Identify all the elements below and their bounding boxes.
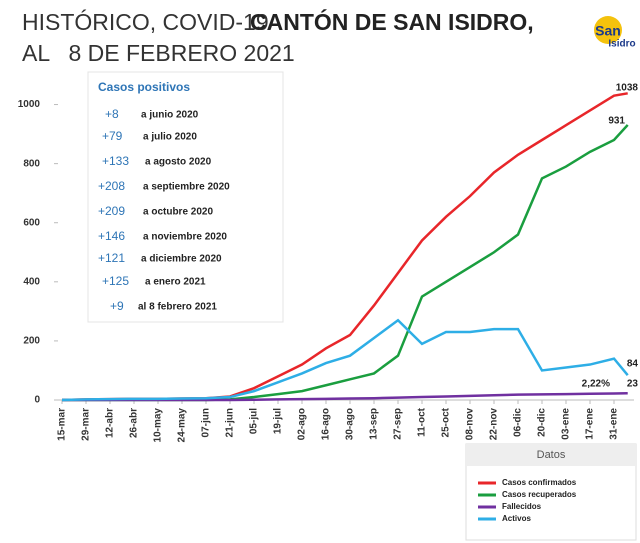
title: CANTÓN DE SAN ISIDRO, [250,8,534,35]
x-tick-label: 17-ene [585,408,596,440]
y-tick-label: 600 [23,217,40,228]
y-tick-label: 400 [23,276,40,287]
x-tick-label: 29-mar [81,408,92,441]
x-tick-label: 16-ago [321,408,332,440]
info-value: +79 [102,129,123,143]
info-label: al 8 febrero 2021 [138,302,217,313]
y-tick-label: 0 [34,395,40,406]
info-value: +133 [102,154,129,168]
x-tick-label: 07-jun [201,408,212,437]
info-label: a octubre 2020 [143,207,213,218]
title: AL 8 DE FEBRERO 2021 [22,40,295,66]
annotation: 23 [627,379,639,390]
x-tick-label: 06-dic [513,408,524,437]
info-label: a enero 2021 [145,277,206,288]
x-tick-label: 10-may [153,408,164,443]
annotation: 1038 [616,83,639,94]
y-tick-label: 800 [23,158,40,169]
logo-text: Isidro [608,39,635,50]
annotation: 84 [627,359,639,370]
series-line [61,318,629,402]
info-box [87,71,284,323]
info-label: a septiembre 2020 [143,182,230,193]
x-tick-label: 30-ago [345,408,356,440]
legend-title: Datos [537,449,566,461]
x-tick-label: 03-ene [561,408,572,440]
info-label: a diciembre 2020 [141,254,222,265]
info-value: +208 [98,179,125,193]
x-tick-label: 22-nov [489,408,500,441]
x-tick-label: 27-sep [393,408,404,440]
logo-text: San [595,23,621,39]
legend-label: Fallecidos [502,502,542,511]
legend-header [466,444,636,466]
legend-label: Activos [502,514,531,523]
x-tick-label: 13-sep [369,408,380,440]
x-tick-label: 19-jul [273,408,284,434]
x-tick-label: 02-ago [297,408,308,440]
info-value: +121 [98,251,125,265]
annotation: 2,22% [582,379,610,390]
info-value: +125 [102,274,129,288]
x-tick-label: 24-may [177,408,188,443]
info-label: a julio 2020 [143,132,197,143]
x-tick-label: 11-oct [417,407,428,437]
x-tick-label: 26-abr [129,408,140,438]
x-tick-label: 21-jun [225,408,236,437]
x-tick-label: 25-oct [441,407,452,437]
info-label: a agosto 2020 [145,157,212,168]
annotation: 931 [608,116,625,127]
x-tick-label: 12-abr [105,408,116,438]
y-tick-label: 200 [23,336,40,347]
x-tick-label: 08-nov [465,408,476,441]
info-value: +9 [110,299,124,313]
legend-label: Casos confirmados [502,478,577,487]
info-value: +8 [105,107,119,121]
x-tick-label: 05-jul [249,408,260,434]
info-value: +146 [98,229,125,243]
logo [594,16,622,44]
info-title: Casos positivos [98,80,190,94]
title: HISTÓRICO, COVID-19 [22,9,269,35]
x-tick-label: 15-mar [57,408,68,441]
info-label: a noviembre 2020 [143,232,227,243]
y-tick-label: 1000 [18,99,41,110]
x-tick-label: 20-dic [537,408,548,437]
info-label: a junio 2020 [141,110,199,121]
legend-label: Casos recuperados [502,490,577,499]
x-tick-label: 31-ene [609,408,620,440]
info-value: +209 [98,204,125,218]
